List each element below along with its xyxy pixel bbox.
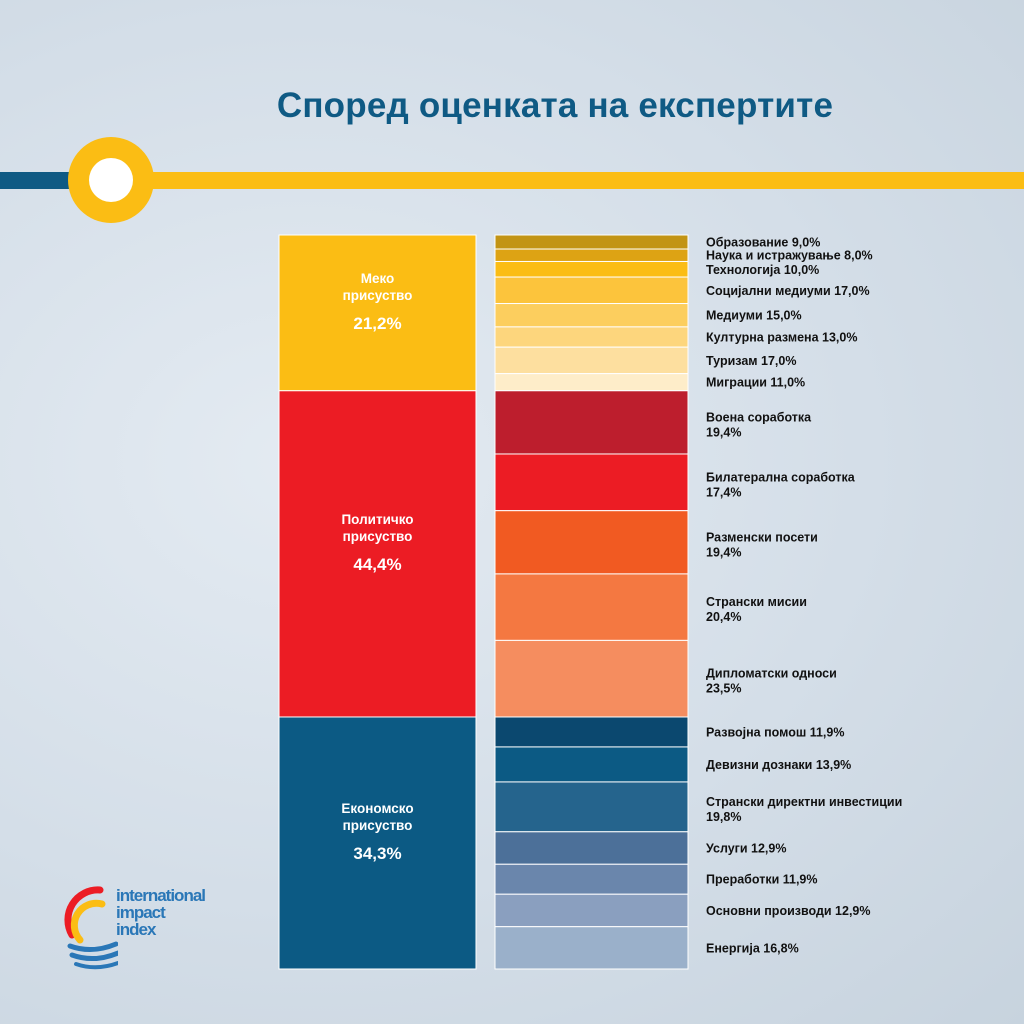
subitem-bar [494, 573, 689, 641]
subitem-label: Дипломатски односи [706, 667, 837, 681]
subitem-label: Енергија 16,8% [706, 941, 799, 955]
group-percent-label: 21,2% [353, 314, 401, 333]
subitem-bar [494, 453, 689, 512]
subitem-bar [494, 234, 689, 250]
subitem-label: Основни производи 12,9% [706, 904, 871, 918]
subitem-label: Билатерална соработка [706, 470, 856, 484]
subitem-bar [494, 893, 689, 928]
subitem-bar [494, 781, 689, 833]
subitem-label: Услуги 12,9% [706, 842, 786, 856]
group-label: Меко [361, 271, 395, 286]
group-label: присуство [343, 288, 413, 303]
subitem-label: Туризам 17,0% [706, 354, 796, 368]
subitem-bar [494, 326, 689, 348]
subitem-value-label: 20,4% [706, 610, 741, 624]
subitem-label: Разменски посети [706, 530, 818, 544]
decorative-line-blue [0, 172, 72, 189]
group-bar-0 [278, 234, 477, 392]
subitem-label: Девизни дознаки 13,9% [706, 758, 851, 772]
group-bar-1 [278, 390, 477, 718]
page-title: Според оценката на експертите [276, 86, 834, 125]
subitem-bar [494, 260, 689, 278]
subitem-label: Странски мисии [706, 595, 807, 609]
subitem-label: Воена соработка [706, 410, 812, 424]
subitem-label: Преработки 11,9% [706, 873, 818, 887]
subitem-label: Развојна помош 11,9% [706, 725, 844, 739]
decorative-line-yellow [150, 172, 1024, 189]
subitem-bar [494, 248, 689, 262]
subitem-value-label: 23,5% [706, 682, 741, 696]
subitem-bar [494, 303, 689, 328]
subitem-value-label: 19,4% [706, 425, 741, 439]
subitem-bar [494, 510, 689, 575]
subitem-label: Културна размена 13,0% [706, 331, 857, 345]
subitem-label: Наука и истражување 8,0% [706, 249, 873, 263]
decorative-circle [68, 137, 154, 223]
logo-text-international: international [116, 886, 206, 905]
group-percent-label: 44,4% [353, 555, 401, 574]
subitem-value-label: 19,4% [706, 545, 741, 559]
subitem-bar [494, 716, 689, 748]
group-label: присуство [343, 818, 413, 833]
international-impact-index-logo: international impact index [62, 880, 232, 975]
subitem-label: Технологија 10,0% [706, 263, 819, 277]
subitem-label: Странски директни инвестиции [706, 795, 902, 809]
subitem-bar [494, 831, 689, 865]
subitem-value-label: 19,8% [706, 810, 741, 824]
subitem-value-label: 17,4% [706, 485, 741, 499]
logo-text-impact: impact [116, 903, 166, 922]
subitem-bar [494, 276, 689, 305]
logo-text-index: index [116, 920, 156, 939]
group-label: присуство [343, 529, 413, 544]
subitem-label: Социјални медиуми 17,0% [706, 284, 870, 298]
subitem-bar [494, 639, 689, 718]
subitem-bar [494, 346, 689, 375]
group-percent-label: 34,3% [353, 844, 401, 863]
subitem-bar [494, 863, 689, 895]
subitem-bar [494, 746, 689, 783]
logo-mark-icon [64, 886, 121, 970]
decorative-circle-center [89, 158, 133, 202]
subitem-label: Медиуми 15,0% [706, 309, 802, 323]
subitem-bar [494, 390, 689, 455]
subitem-label: Образование 9,0% [706, 236, 820, 250]
group-bar-2 [278, 716, 477, 970]
group-label: Економско [341, 801, 413, 816]
subitem-bar [494, 926, 689, 970]
subitem-label: Миграции 11,0% [706, 376, 805, 390]
subitem-bar [494, 373, 689, 392]
group-label: Политичко [341, 512, 413, 527]
